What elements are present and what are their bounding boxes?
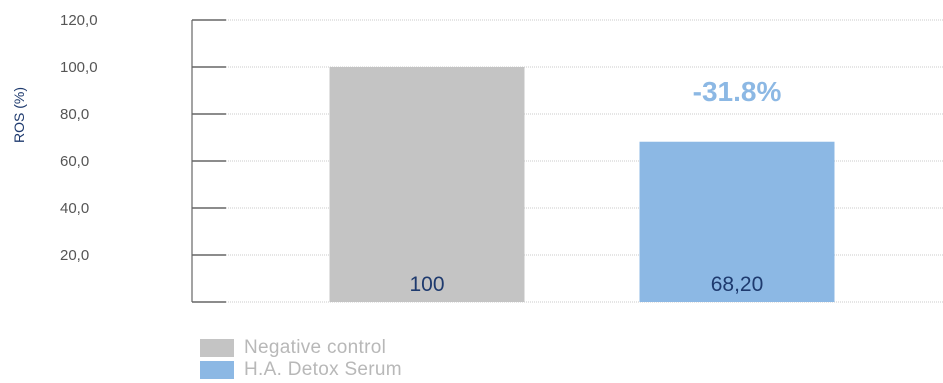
- bar: [639, 141, 835, 302]
- bar-data-label: 68,20: [711, 273, 764, 296]
- y-tick-label: 20,0: [60, 247, 89, 264]
- y-tick-label: 80,0: [60, 106, 89, 123]
- legend: Negative control H.A. Detox Serum: [200, 337, 402, 381]
- bar-data-label: 100: [409, 273, 444, 296]
- legend-label-negative-control: Negative control: [244, 337, 387, 358]
- y-tick-label: 120,0: [60, 12, 98, 29]
- y-tick-label: 100,0: [60, 59, 98, 76]
- legend-swatch-ha-detox-serum: [200, 361, 234, 379]
- legend-item-ha-detox-serum: H.A. Detox Serum: [200, 359, 402, 381]
- y-tick-label: 40,0: [60, 200, 89, 217]
- legend-item-negative-control: Negative control: [200, 337, 402, 359]
- legend-swatch-negative-control: [200, 339, 234, 357]
- y-tick-label: 60,0: [60, 153, 89, 170]
- chart-svg: 20,0 40,0 60,0 80,0 100,0 120,0 ROS (%) 100 68,2…: [11, 12, 943, 303]
- legend-label-ha-detox-serum: H.A. Detox Serum: [244, 359, 402, 380]
- y-axis-label: ROS (%): [11, 87, 27, 143]
- percent-change-annotation: -31.8%: [693, 76, 782, 107]
- bar: [329, 67, 525, 302]
